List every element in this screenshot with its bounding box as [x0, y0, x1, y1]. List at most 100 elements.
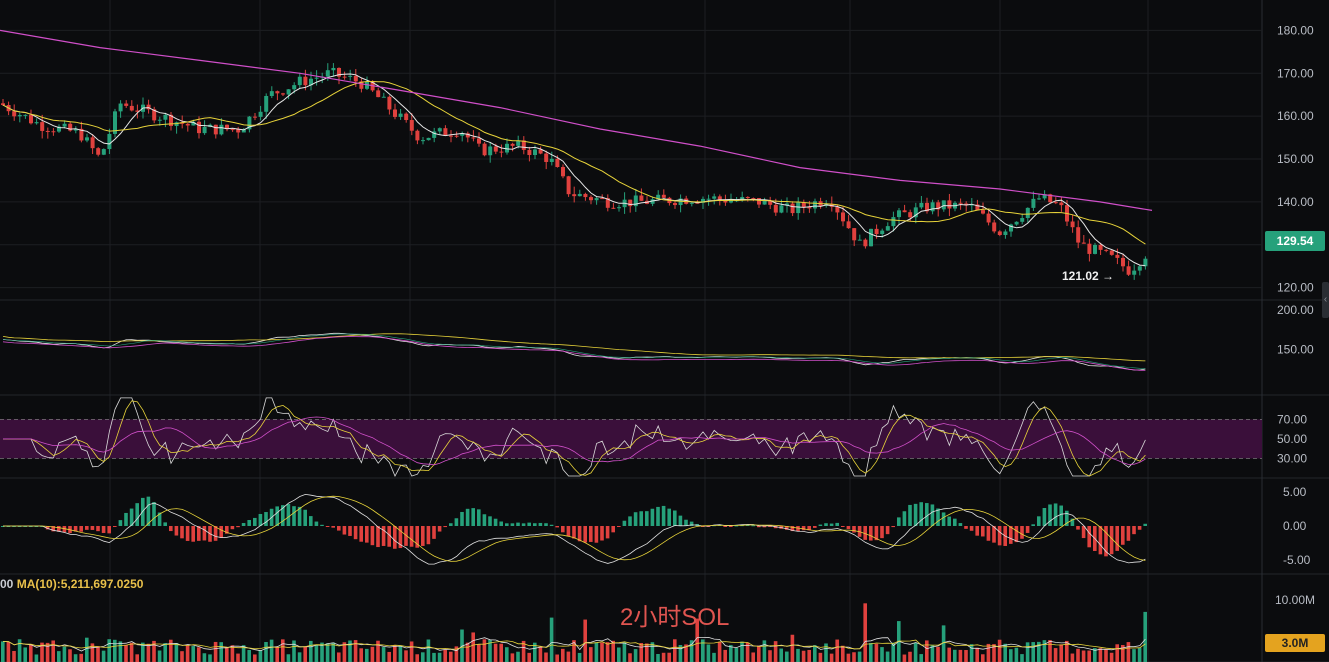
- candle-body: [241, 129, 246, 133]
- volume-bar: [208, 654, 212, 662]
- candle-body: [1098, 244, 1103, 250]
- scroll-handle-icon[interactable]: ‹: [1322, 282, 1329, 318]
- candle-body: [62, 123, 67, 127]
- volume-bar: [678, 645, 683, 662]
- volume-bar: [1048, 640, 1052, 662]
- macd-histogram-bar: [432, 526, 436, 539]
- macd-histogram-bar: [678, 515, 683, 526]
- volume-bar: [796, 648, 800, 662]
- macd-histogram-bar: [751, 525, 755, 527]
- macd-histogram-bar: [393, 526, 397, 549]
- volume-bar: [202, 653, 207, 662]
- macd-histogram-bar: [785, 526, 789, 530]
- volume-bar: [409, 641, 414, 662]
- macd-histogram-bar: [241, 523, 246, 526]
- candle-body: [1025, 207, 1030, 219]
- candle-body: [813, 201, 817, 209]
- macd-histogram-bar: [897, 517, 901, 526]
- macd-histogram-bar: [1065, 510, 1069, 526]
- macd-histogram-bar: [600, 526, 604, 541]
- macd-histogram-bar: [969, 526, 974, 531]
- volume-bar: [393, 645, 397, 662]
- macd-histogram-bar: [846, 526, 851, 530]
- macd-histogram-bar: [589, 526, 593, 542]
- candle-body: [1, 103, 5, 106]
- candle-body: [17, 115, 22, 117]
- candle-body: [40, 122, 45, 131]
- macd-histogram-bar: [521, 523, 526, 526]
- volume-bar: [639, 643, 643, 662]
- macd-histogram-bar: [320, 524, 324, 526]
- volume-bar: [902, 654, 907, 662]
- candle-body: [393, 109, 397, 117]
- candle-body: [527, 149, 532, 156]
- candle-body: [880, 230, 885, 234]
- macd-histogram-bar: [90, 526, 95, 530]
- candle-body: [1104, 249, 1109, 251]
- candle-body: [555, 158, 560, 168]
- volume-bar: [264, 642, 268, 662]
- volume-bar: [17, 639, 22, 662]
- macd-histogram-bar: [213, 526, 218, 541]
- volume-bar: [1093, 648, 1097, 662]
- macd-histogram-bar: [1, 526, 5, 527]
- candle-body: [34, 122, 39, 124]
- volume-bar: [874, 643, 879, 662]
- volume-bar: [538, 646, 543, 662]
- macd-histogram-bar: [633, 512, 638, 526]
- candle-body: [869, 228, 873, 247]
- volume-bar: [79, 653, 83, 662]
- volume-bar: [779, 648, 783, 662]
- macd-histogram-bar: [930, 504, 935, 526]
- candle-body: [1121, 257, 1125, 267]
- volume-bar: [549, 617, 554, 662]
- macd-histogram-bar: [443, 526, 447, 528]
- volume-bar: [611, 640, 615, 662]
- candle-body: [1070, 221, 1075, 228]
- candle-body: [45, 130, 50, 132]
- candle-body: [762, 200, 767, 205]
- candle-body: [1042, 194, 1047, 199]
- macd-histogram-bar: [129, 508, 134, 526]
- candle-body: [572, 194, 577, 197]
- macd-histogram-bar: [1031, 524, 1035, 526]
- macd-histogram-bar: [1020, 526, 1024, 539]
- macd-histogram-bar: [85, 526, 89, 530]
- candle-body: [712, 196, 717, 199]
- candle-body: [12, 111, 17, 117]
- volume-bar: [1014, 647, 1019, 662]
- candle-body: [96, 148, 101, 155]
- candle-body: [409, 120, 414, 131]
- volume-bar: [745, 642, 750, 662]
- volume-bar: [34, 654, 39, 662]
- volume-bar: [225, 647, 229, 662]
- macd-histogram-bar: [477, 509, 481, 526]
- macd-histogram-bar: [964, 526, 968, 529]
- candle-body: [958, 202, 963, 204]
- macd-histogram-bar: [667, 508, 671, 526]
- volume-bar: [1137, 647, 1142, 662]
- candle-body: [85, 137, 89, 141]
- macd-histogram-bar: [387, 526, 391, 547]
- volume-bar: [152, 640, 156, 662]
- macd-histogram-bar: [331, 526, 335, 528]
- volume-bar: [723, 649, 727, 662]
- volume-bar: [314, 644, 319, 662]
- macd-histogram-bar: [449, 523, 453, 526]
- volume-bar: [174, 643, 179, 662]
- macd-histogram-bar: [583, 526, 587, 543]
- macd-histogram-bar: [1070, 518, 1075, 526]
- candle-body: [90, 137, 95, 149]
- candle-body: [129, 105, 134, 111]
- macd-histogram-bar: [807, 526, 811, 531]
- macd-histogram-bar: [253, 517, 257, 526]
- macd-histogram-bar: [1115, 526, 1119, 551]
- macd-histogram-bar: [247, 520, 251, 526]
- volume-bar: [835, 639, 839, 662]
- macd-histogram-bar: [169, 526, 173, 532]
- candle-body: [493, 146, 498, 152]
- macd-histogram-bar: [611, 526, 615, 533]
- volume-bar: [913, 642, 918, 662]
- candle-body: [628, 199, 633, 207]
